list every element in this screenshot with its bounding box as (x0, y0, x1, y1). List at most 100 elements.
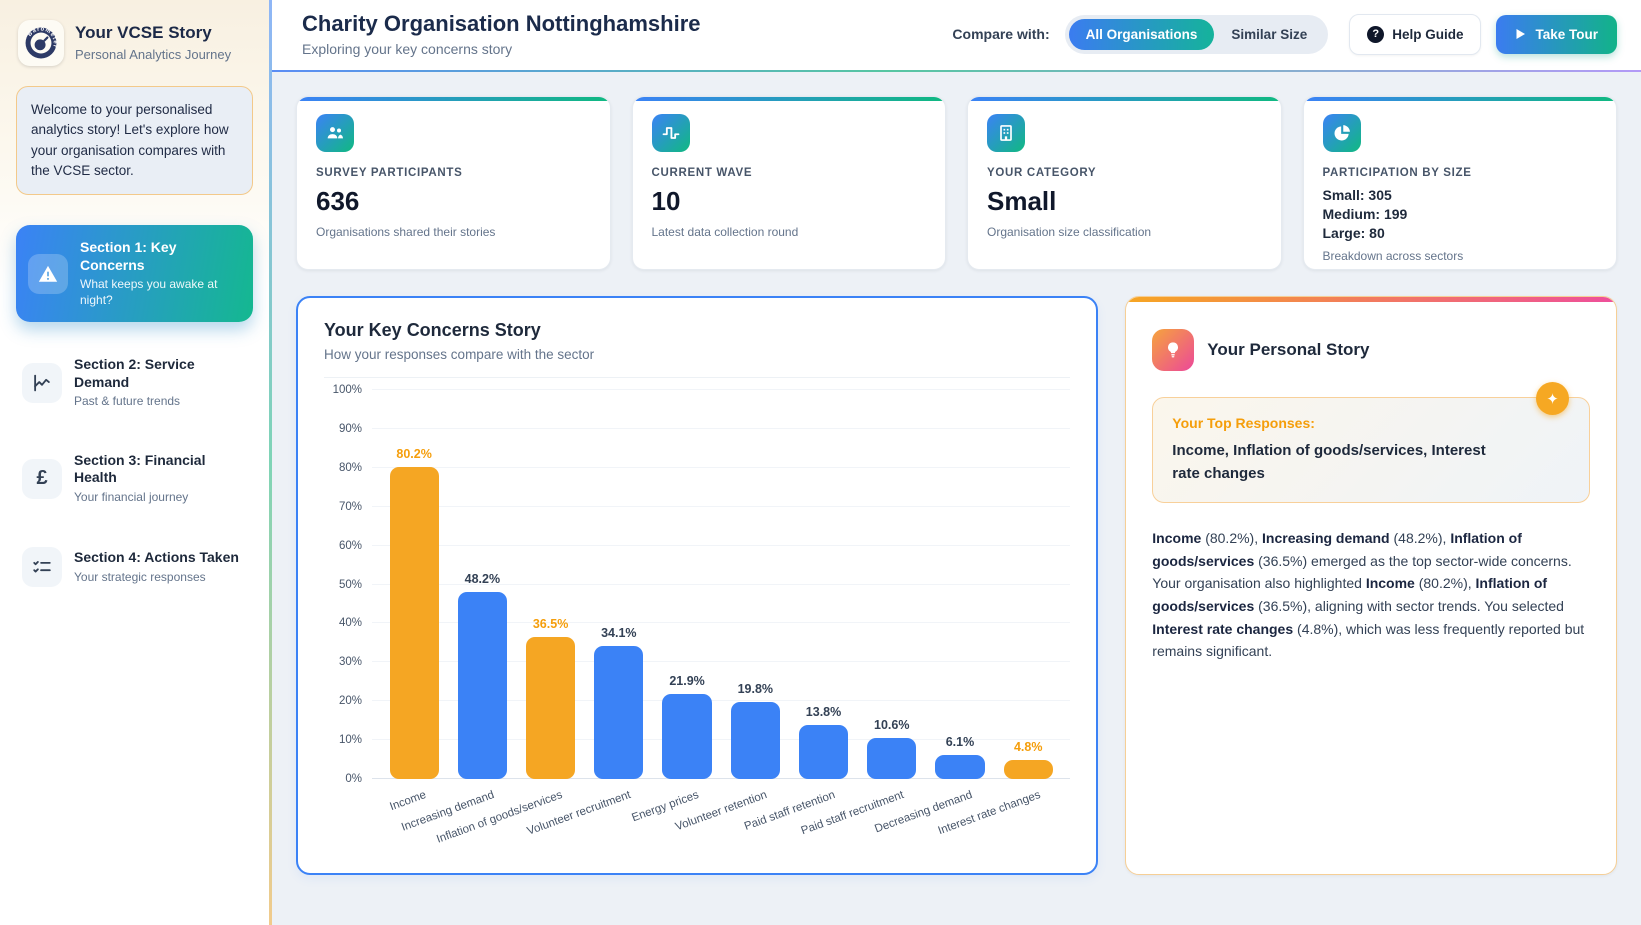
bar-increasing-demand[interactable]: 48.2% (448, 390, 516, 779)
bar-value-label: 36.5% (532, 617, 569, 632)
y-axis-tick: 40% (338, 617, 362, 630)
breakdown-medium: Medium: 199 (1322, 205, 1408, 222)
bar-value-label: 10.6% (874, 717, 910, 732)
bar-rect[interactable] (662, 693, 712, 779)
bar-rect[interactable] (1003, 760, 1053, 779)
gridline (372, 389, 1071, 390)
gridline (372, 583, 1071, 585)
sidebar-item-subtitle: Your strategic responses (74, 569, 206, 584)
bar-volunteer-retention[interactable]: 19.8% (721, 390, 789, 779)
stat-description: Organisations shared their stories (316, 225, 496, 239)
bar-value-label: 4.8% (1013, 740, 1043, 755)
bar-rect[interactable] (935, 755, 985, 779)
x-axis-label-cell: Interest rate changes (936, 779, 1062, 855)
page-subtitle: Exploring your key concerns story (302, 41, 513, 57)
question-mark-icon: ? (1367, 25, 1385, 43)
compare-toggle: All Organisations Similar Size (1064, 14, 1329, 54)
bottom-row: Your Key Concerns Story How your respons… (296, 296, 1617, 875)
vcse-barometer-logo-icon: Barometer (18, 20, 64, 66)
gridline (372, 778, 1071, 779)
bar-value-label: 48.2% (464, 571, 501, 586)
y-axis-tick: 60% (338, 539, 362, 552)
sidebar-item-section-1-key-concerns[interactable]: Section 1: Key Concerns What keeps you a… (16, 225, 253, 323)
sidebar: Barometer Your VCSE Story Personal Analy… (0, 0, 272, 925)
divider (324, 377, 1071, 378)
content: SURVEY PARTICIPANTS 636 Organisations sh… (272, 72, 1641, 925)
sidebar-item-subtitle: Past & future trends (74, 394, 181, 409)
help-guide-button[interactable]: ? Help Guide (1349, 13, 1482, 55)
brand: Barometer Your VCSE Story Personal Analy… (14, 16, 255, 78)
y-axis-tick: 10% (338, 734, 362, 747)
top-responses-label: Your Top Responses: (1172, 415, 1315, 431)
pound-icon: £ (22, 458, 62, 499)
bar-rect[interactable] (526, 637, 576, 779)
key-concerns-chart-card: Your Key Concerns Story How your respons… (296, 296, 1099, 875)
line-chart-icon (22, 362, 62, 403)
chart-title: Your Key Concerns Story (324, 320, 541, 340)
bar-value-label: 19.8% (737, 681, 774, 696)
breakdown-small: Small: 305 (1322, 187, 1392, 203)
story-paragraph: Income (80.2%), Increasing demand (48.2%… (1152, 530, 1585, 660)
sidebar-item-subtitle: What keeps you awake at night? (80, 277, 218, 307)
bar-volunteer-recruitment[interactable]: 34.1% (585, 390, 653, 779)
sidebar-item-section-3-financial-health[interactable]: £ Section 3: Financial Health Your finan… (16, 444, 253, 514)
sparkle-icon: ✦ (1536, 382, 1569, 415)
y-axis-tick: 20% (338, 695, 362, 708)
y-axis-tick: 30% (338, 656, 362, 669)
bar-inflation-of-goods-services[interactable]: 36.5% (516, 390, 584, 779)
take-tour-button[interactable]: Take Tour (1496, 14, 1617, 54)
compare-with-label: Compare with: (952, 26, 1050, 42)
top-responses-value: Income, Inflation of goods/services, Int… (1172, 442, 1486, 482)
bar-decreasing-demand[interactable]: 6.1% (926, 390, 994, 779)
people-icon (316, 114, 354, 152)
lightbulb-icon (1152, 329, 1195, 371)
sidebar-item-title: Section 1: Key Concerns (80, 239, 177, 273)
bar-rect[interactable] (389, 467, 439, 779)
bar-chart: 0% 10% 20% 30% 40% 50% 60% 70% 80% 90% 100% 80.2% 4… (324, 384, 1071, 785)
sidebar-item-title: Section 2: Service Demand (74, 356, 195, 390)
bar-income[interactable]: 80.2% (380, 390, 448, 779)
section-nav: Section 1: Key Concerns What keeps you a… (14, 225, 255, 595)
bar-rect[interactable] (594, 646, 644, 779)
bar-value-label: 80.2% (396, 447, 432, 462)
bar-rect[interactable] (730, 701, 780, 779)
bar-value-label: 34.1% (601, 626, 637, 641)
bar-value-label: 13.8% (805, 705, 842, 720)
bar-rect[interactable] (798, 725, 849, 779)
play-icon (1516, 29, 1526, 39)
gridline (372, 466, 1071, 468)
bar-rect[interactable] (457, 591, 507, 779)
pie-chart-icon (1322, 114, 1361, 152)
top-responses-box: ✦ Your Top Responses: Income, Inflation … (1152, 382, 1590, 503)
gridline (372, 700, 1071, 702)
wave-icon (651, 114, 690, 152)
bar-energy-prices[interactable]: 21.9% (653, 390, 721, 779)
bar-paid-staff-retention[interactable]: 13.8% (789, 390, 857, 779)
checklist-icon (22, 547, 62, 588)
bar-paid-staff-recruitment[interactable]: 10.6% (858, 390, 926, 779)
main-area: Charity Organisation Nottinghamshire Exp… (272, 0, 1641, 925)
chart-plot-area: 80.2% 48.2% 36.5% 34.1% 21.9% 19.8% 13.8% 10.6%… (372, 389, 1071, 779)
stat-card-current-wave: CURRENT WAVE 10 Latest data collection r… (631, 96, 946, 270)
gridline (372, 505, 1071, 507)
gridline (372, 622, 1071, 624)
sidebar-item-section-2-service-demand[interactable]: Section 2: Service Demand Past & future … (16, 348, 253, 418)
bar-rect[interactable] (867, 737, 917, 779)
sidebar-item-section-4-actions-taken[interactable]: Section 4: Actions Taken Your strategic … (16, 539, 253, 595)
toggle-all-organisations[interactable]: All Organisations (1068, 18, 1215, 50)
stat-value: Small (987, 186, 1057, 216)
toggle-similar-size[interactable]: Similar Size (1214, 19, 1324, 50)
sidebar-item-title: Section 4: Actions Taken (74, 549, 239, 566)
stat-description: Organisation size classification (987, 225, 1152, 239)
bar-value-label: 6.1% (945, 735, 975, 750)
personal-story-title: Your Personal Story (1207, 340, 1370, 359)
y-axis-tick: 80% (338, 461, 362, 474)
gridline (372, 427, 1071, 429)
stat-value: 10 (651, 186, 681, 216)
stat-label: PARTICIPATION BY SIZE (1322, 167, 1472, 179)
bar-interest-rate-changes[interactable]: 4.8% (994, 390, 1062, 779)
header: Charity Organisation Nottinghamshire Exp… (272, 0, 1641, 72)
warning-triangle-icon (28, 253, 68, 294)
stat-description: Latest data collection round (651, 225, 799, 239)
